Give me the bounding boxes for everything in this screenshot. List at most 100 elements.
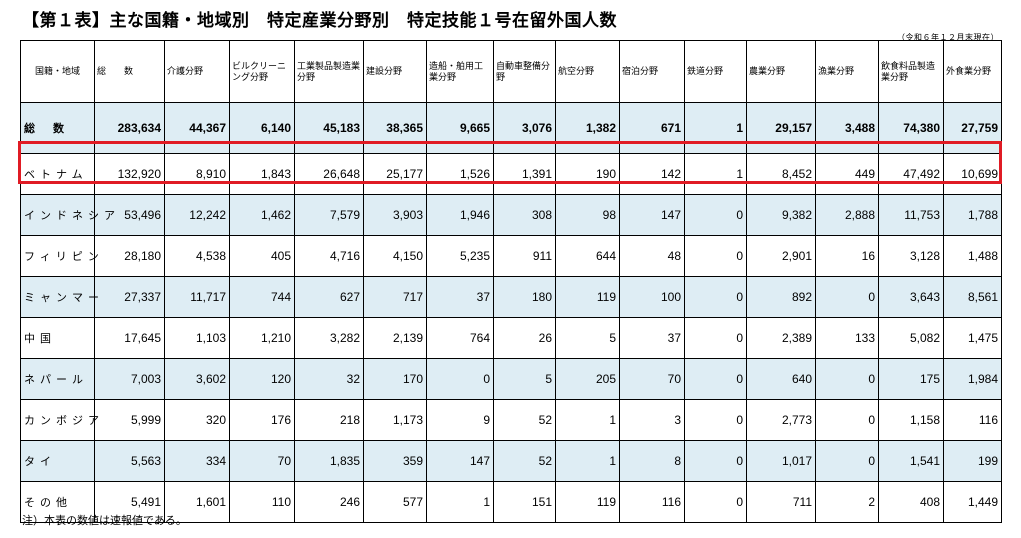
table-cell: 28,180 (94, 235, 165, 277)
total-row: 総数 283,634 44,367 6,140 45,183 38,365 9,665 3,0… (20, 102, 1002, 154)
table-cell: 1,946 (426, 194, 494, 236)
table-cell: 190 (555, 153, 620, 195)
table-cell: 110 (229, 481, 295, 523)
table-cell: 37 (619, 317, 685, 359)
table-cell: 16 (815, 235, 879, 277)
table-cell: 2,773 (746, 399, 816, 441)
table-cell: 5,235 (426, 235, 494, 277)
table-cell: 283,634 (94, 102, 165, 154)
table-cell: 3,903 (363, 194, 427, 236)
table-cell: 640 (746, 358, 816, 400)
table-cell: 1,173 (363, 399, 427, 441)
table-cell: 6,140 (229, 102, 295, 154)
table-cell: 1,103 (164, 317, 230, 359)
header-construction: 建設分野 (363, 40, 427, 103)
table-cell: 3 (619, 399, 685, 441)
table-cell: 5 (555, 317, 620, 359)
table-cell: 2,901 (746, 235, 816, 277)
table-row: インドネシア 53,496 12,242 1,462 7,579 3,903 1,946 30… (20, 194, 1002, 236)
table-cell: 0 (684, 276, 747, 318)
table-cell: 1,158 (878, 399, 944, 441)
table-cell: 27,337 (94, 276, 165, 318)
table-cell: 3,602 (164, 358, 230, 400)
table-cell: 8 (619, 440, 685, 482)
table-cell: 3,128 (878, 235, 944, 277)
row-label: フィリピン (20, 235, 99, 277)
table-cell: 3,488 (815, 102, 879, 154)
table-cell: 2,888 (815, 194, 879, 236)
table-title: 【第１表】主な国籍・地域別 特定産業分野別 特定技能１号在留外国人数 (22, 11, 617, 31)
table-cell: 2 (815, 481, 879, 523)
header-nursing-care: 介護分野 (164, 40, 230, 103)
table-cell: 52 (493, 440, 556, 482)
table-cell: 0 (815, 399, 879, 441)
table-cell: 1 (684, 102, 747, 154)
table-cell: 1,541 (878, 440, 944, 482)
table-row: ミャンマー 27,337 11,717 744 627 717 37 180 119 100 0 89… (20, 276, 1002, 318)
table-cell: 119 (555, 481, 620, 523)
row-label: ミャンマー (20, 276, 99, 318)
table-cell: 119 (555, 276, 620, 318)
table-cell: 199 (943, 440, 1002, 482)
table-cell: 1,382 (555, 102, 620, 154)
header-row: 国籍・地域 総 数 介護分野 ビルクリーニング分野 工業製品製造業分野 建設分野… (20, 40, 1002, 103)
table-cell: 2,139 (363, 317, 427, 359)
table-cell: 644 (555, 235, 620, 277)
table-cell: 0 (684, 481, 747, 523)
table-row: その他 5,491 1,601 110 246 577 1 151 119 116 0 711 2 408… (20, 481, 1002, 523)
table-cell: 5 (493, 358, 556, 400)
table-cell: 3,282 (294, 317, 364, 359)
table-cell: 176 (229, 399, 295, 441)
table-cell: 26,648 (294, 153, 364, 195)
row-label: 総数 (20, 102, 95, 154)
table-row: フィリピン 28,180 4,538 405 4,716 4,150 5,235 911 644… (20, 235, 1002, 277)
table-cell: 7,003 (94, 358, 165, 400)
table-row: ネパール 7,003 3,602 120 32 170 0 5 205 70 0 640 0 175 1,9… (20, 358, 1002, 400)
table-cell: 0 (426, 358, 494, 400)
table-cell: 142 (619, 153, 685, 195)
table-cell: 2,389 (746, 317, 816, 359)
table-cell: 170 (363, 358, 427, 400)
table-cell: 0 (684, 194, 747, 236)
header-aviation: 航空分野 (555, 40, 620, 103)
table-cell: 10,699 (943, 153, 1002, 195)
header-food-service: 外食業分野 (943, 40, 1002, 103)
header-shipbuilding: 造船・舶用工業分野 (426, 40, 494, 103)
table-cell: 1,462 (229, 194, 295, 236)
table-cell: 98 (555, 194, 620, 236)
table-cell: 7,579 (294, 194, 364, 236)
table-cell: 5,999 (94, 399, 165, 441)
table-cell: 11,717 (164, 276, 230, 318)
table-cell: 26 (493, 317, 556, 359)
table-cell: 17,645 (94, 317, 165, 359)
table-cell: 8,561 (943, 276, 1002, 318)
header-agriculture: 農業分野 (746, 40, 816, 103)
table-cell: 9,382 (746, 194, 816, 236)
table-cell: 12,242 (164, 194, 230, 236)
row-label: インドネシア (20, 194, 115, 236)
header-railway: 鉄道分野 (684, 40, 747, 103)
table-cell: 627 (294, 276, 364, 318)
table-cell: 1,788 (943, 194, 1002, 236)
row-label: その他 (20, 481, 95, 523)
table-cell: 205 (555, 358, 620, 400)
table-cell: 1,835 (294, 440, 364, 482)
table-cell: 147 (426, 440, 494, 482)
table-cell: 246 (294, 481, 364, 523)
table-cell: 180 (493, 276, 556, 318)
table-cell: 5,491 (94, 481, 165, 523)
table-cell: 911 (493, 235, 556, 277)
table-cell: 892 (746, 276, 816, 318)
table-cell: 308 (493, 194, 556, 236)
table-cell: 671 (619, 102, 685, 154)
table-cell: 3,076 (493, 102, 556, 154)
table-cell: 0 (684, 440, 747, 482)
header-food-manufacturing: 飲食料品製造業分野 (878, 40, 944, 103)
table-cell: 1 (426, 481, 494, 523)
table-cell: 0 (684, 235, 747, 277)
as-of-date: （令和６年１２月末現在） (897, 33, 999, 42)
table-cell: 11,753 (878, 194, 944, 236)
table-cell: 717 (363, 276, 427, 318)
table-cell: 0 (815, 276, 879, 318)
table-row: 中国 17,645 1,103 1,210 3,282 2,139 764 26 5 37 0 2,3… (20, 317, 1002, 359)
